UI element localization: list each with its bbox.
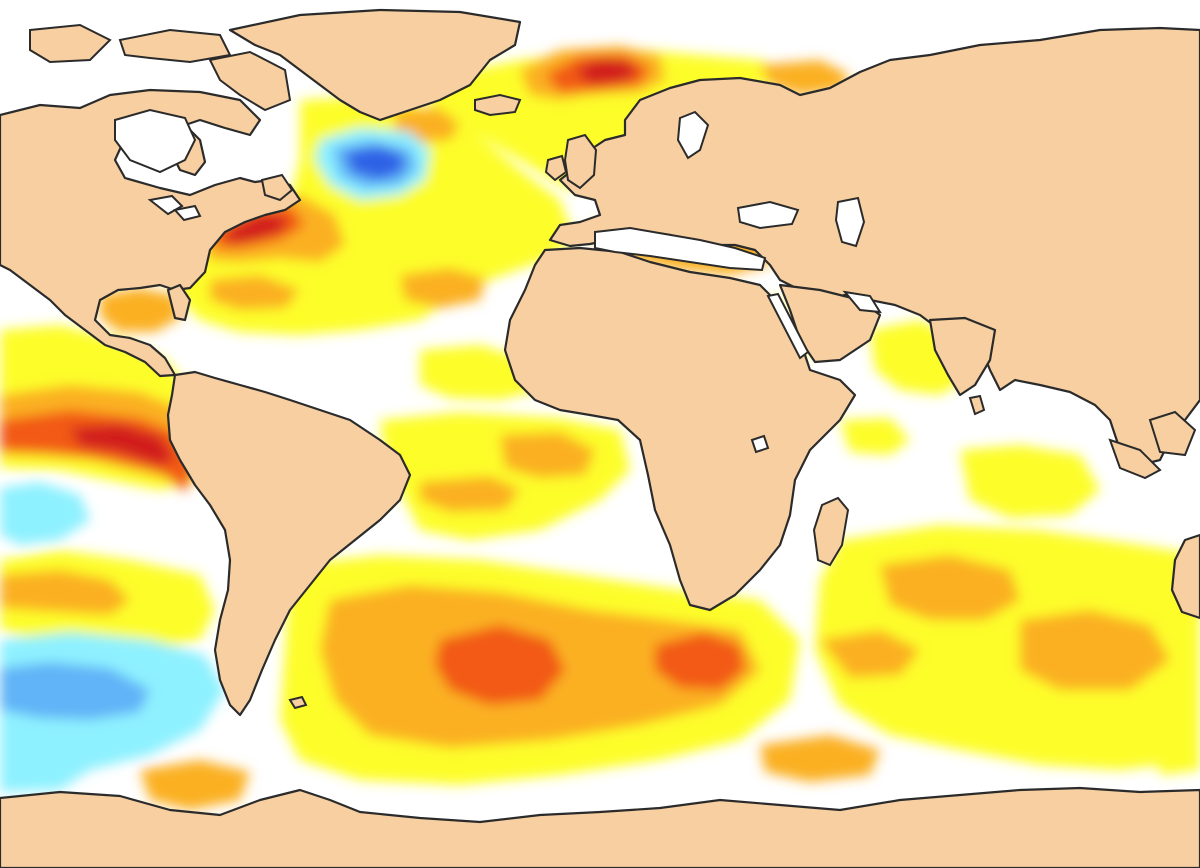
anomaly-region	[760, 735, 880, 782]
anomaly-region	[1150, 690, 1200, 775]
water-baltic-sea	[676, 110, 710, 160]
landmass-ireland	[544, 154, 568, 182]
water-red-sea	[766, 292, 810, 360]
landmass-madagascar	[812, 496, 850, 567]
water-persian-gulf	[842, 290, 882, 314]
water-great-lakes	[173, 204, 202, 222]
landmass-south-america	[166, 370, 412, 717]
anomaly-region	[0, 570, 130, 615]
anomaly-region	[420, 476, 520, 512]
water-mediterranean-sea	[594, 226, 767, 272]
anomaly-region	[575, 58, 638, 84]
anomaly-region	[840, 418, 910, 455]
landmass-africa	[503, 246, 857, 612]
anomaly-region	[500, 432, 595, 478]
anomaly-region	[1020, 610, 1170, 690]
anomaly-region	[70, 424, 175, 466]
landmass-florida	[166, 283, 192, 322]
anomaly-region	[960, 445, 1100, 518]
landmass-great-britain	[563, 133, 598, 190]
landmass-newfoundland	[260, 173, 294, 202]
anomaly-region	[225, 214, 285, 244]
anomaly-layer	[0, 46, 1200, 810]
landmass-southeast-asia	[1108, 438, 1162, 480]
landmass-greenland	[228, 8, 522, 122]
land-layer	[0, 8, 1200, 868]
landmass-indian-subcontinent	[928, 316, 997, 397]
landmass-falklands	[288, 695, 308, 710]
landmass-baffin-island	[208, 50, 292, 112]
anomaly-region	[0, 482, 90, 545]
landmass-australia	[1170, 533, 1200, 620]
landmass-arctic-islands	[29, 23, 112, 64]
anomaly-region	[210, 275, 300, 310]
anomaly-region	[100, 288, 180, 332]
anomaly-region	[435, 625, 565, 705]
anomaly-region	[0, 662, 150, 720]
anomaly-region	[0, 750, 90, 792]
landmass-southeast-asia	[1148, 410, 1197, 457]
anomaly-region	[880, 555, 1020, 620]
landmass-iceland	[474, 93, 522, 117]
landmass-antarctica	[0, 786, 1200, 868]
water-lake-victoria	[750, 434, 770, 454]
anomaly-region	[380, 412, 630, 540]
anomaly-region	[345, 146, 405, 180]
landmass-sri-lanka	[968, 394, 986, 416]
anomaly-region	[400, 268, 485, 308]
landmass-north-america	[0, 88, 302, 378]
anomaly-region	[655, 632, 745, 690]
water-caspian-sea	[834, 196, 866, 248]
anomaly-region	[140, 760, 250, 810]
anomaly-region	[0, 410, 195, 492]
water-black-sea	[736, 200, 800, 230]
anomaly-region	[820, 630, 920, 678]
water-hudson-bay	[114, 108, 197, 174]
landmass-arctic-islands	[118, 28, 232, 64]
